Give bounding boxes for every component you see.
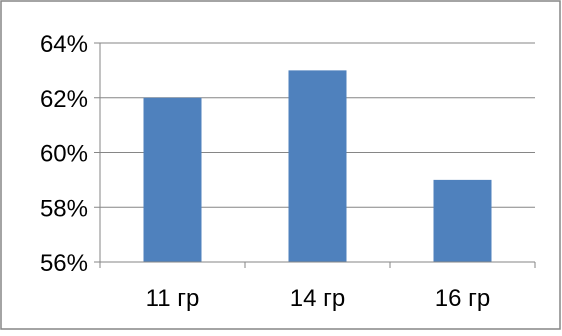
bar-3: [433, 179, 492, 262]
x-tick-label: 16 гр: [435, 285, 490, 312]
y-tick-label: 56%: [40, 250, 88, 277]
bar-2: [288, 70, 347, 262]
y-tick-label: 58%: [40, 195, 88, 222]
y-tick-label: 62%: [40, 86, 88, 113]
x-tick-label: 11 гр: [146, 285, 200, 312]
y-tick-label: 60%: [40, 141, 88, 168]
bar-1: [143, 97, 202, 262]
x-tick-labels: 11 гр 14 гр 16 гр: [146, 285, 491, 312]
x-tick-label: 14 гр: [290, 285, 345, 312]
bars: [143, 70, 492, 262]
y-tick-label: 64%: [40, 31, 88, 58]
axes: [94, 42, 536, 268]
y-tick-labels: 56% 58% 60% 62% 64%: [40, 31, 88, 277]
